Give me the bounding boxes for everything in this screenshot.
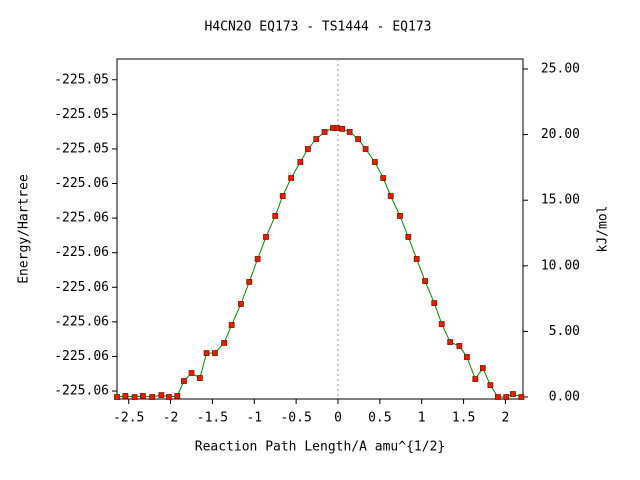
data-point	[397, 213, 403, 219]
data-point	[355, 136, 361, 142]
data-point	[140, 393, 146, 399]
data-point	[203, 350, 210, 356]
x-tick-label: -1	[246, 411, 262, 426]
data-point	[447, 339, 454, 345]
x-axis-label: Reaction Path Length/A amu^{1/2}	[195, 440, 445, 455]
energy-curve	[116, 127, 522, 398]
data-point	[254, 256, 261, 262]
data-point	[339, 126, 346, 132]
data-point	[228, 322, 235, 328]
data-point	[279, 193, 286, 199]
y-axis-label: Energy/Hartree	[17, 174, 32, 284]
data-point	[371, 159, 378, 165]
data-point	[304, 146, 311, 152]
data-point	[346, 129, 353, 135]
data-point	[380, 175, 387, 181]
y2-axis-label: kJ/mol	[596, 206, 611, 253]
y-tick-label: -225.06	[54, 384, 109, 399]
y-tick-label: -225.06	[54, 314, 109, 329]
data-point	[188, 370, 195, 376]
data-point	[263, 234, 269, 240]
data-point	[196, 375, 203, 381]
y-tick-label: -225.06	[54, 211, 109, 226]
data-point	[246, 279, 253, 285]
chart-title: H4CN2O EQ173 - TS1444 - EQ173	[205, 20, 432, 35]
x-tick-label: -0.5	[280, 411, 311, 426]
y-tick-label: -225.06	[54, 349, 109, 364]
data-point	[297, 159, 304, 165]
data-point	[413, 256, 420, 262]
data-point	[313, 136, 320, 142]
data-point	[334, 125, 341, 131]
y-tick-label: -225.05	[54, 72, 109, 87]
y2-tick-label: 15.00	[541, 193, 580, 208]
data-point	[166, 394, 172, 400]
y2-tick-label: 5.00	[549, 324, 580, 339]
y2-tick-label: 25.00	[541, 61, 580, 76]
data-point	[321, 129, 328, 135]
y-tick-label: -225.06	[54, 280, 109, 295]
data-point	[288, 175, 295, 181]
data-point	[510, 391, 516, 397]
data-point	[114, 394, 120, 400]
x-tick-label: 0.5	[368, 411, 391, 426]
x-tick-label: -1.5	[197, 411, 228, 426]
y-tick-label: -225.05	[54, 107, 109, 122]
data-point	[212, 350, 218, 356]
data-point	[431, 300, 438, 306]
data-point	[158, 392, 165, 398]
data-point	[438, 321, 445, 327]
data-point	[221, 340, 228, 346]
data-point	[237, 301, 244, 307]
data-point	[362, 146, 369, 152]
data-point	[387, 193, 394, 199]
y2-tick-label: 10.00	[541, 258, 580, 273]
data-point	[122, 393, 129, 399]
data-point	[494, 394, 501, 400]
data-point	[405, 234, 412, 240]
plot-frame	[116, 58, 524, 400]
data-point	[422, 278, 428, 284]
x-tick-label: 1	[418, 411, 426, 426]
y-tick-label: -225.05	[54, 141, 109, 156]
data-point	[456, 343, 463, 349]
data-point	[487, 382, 494, 388]
data-point	[479, 365, 486, 371]
data-point	[518, 394, 525, 400]
y-tick-label: -225.06	[54, 176, 109, 191]
y-tick-label: -225.06	[54, 245, 109, 260]
y2-tick-label: 20.00	[541, 127, 580, 142]
x-tick-label: -2	[163, 411, 179, 426]
x-tick-label: -2.5	[113, 411, 144, 426]
data-point	[181, 378, 187, 384]
data-point	[464, 354, 470, 360]
data-point	[503, 394, 510, 400]
data-point	[272, 213, 279, 219]
y2-tick-label: 0.00	[549, 390, 580, 405]
data-point	[174, 393, 181, 399]
x-tick-label: 0	[334, 411, 342, 426]
data-point	[131, 394, 138, 400]
x-tick-label: 1.5	[452, 411, 475, 426]
data-point	[472, 376, 479, 382]
data-point	[149, 394, 156, 400]
x-tick-label: 2	[502, 411, 510, 426]
